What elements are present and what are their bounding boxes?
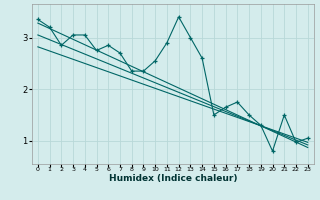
X-axis label: Humidex (Indice chaleur): Humidex (Indice chaleur) xyxy=(108,174,237,183)
